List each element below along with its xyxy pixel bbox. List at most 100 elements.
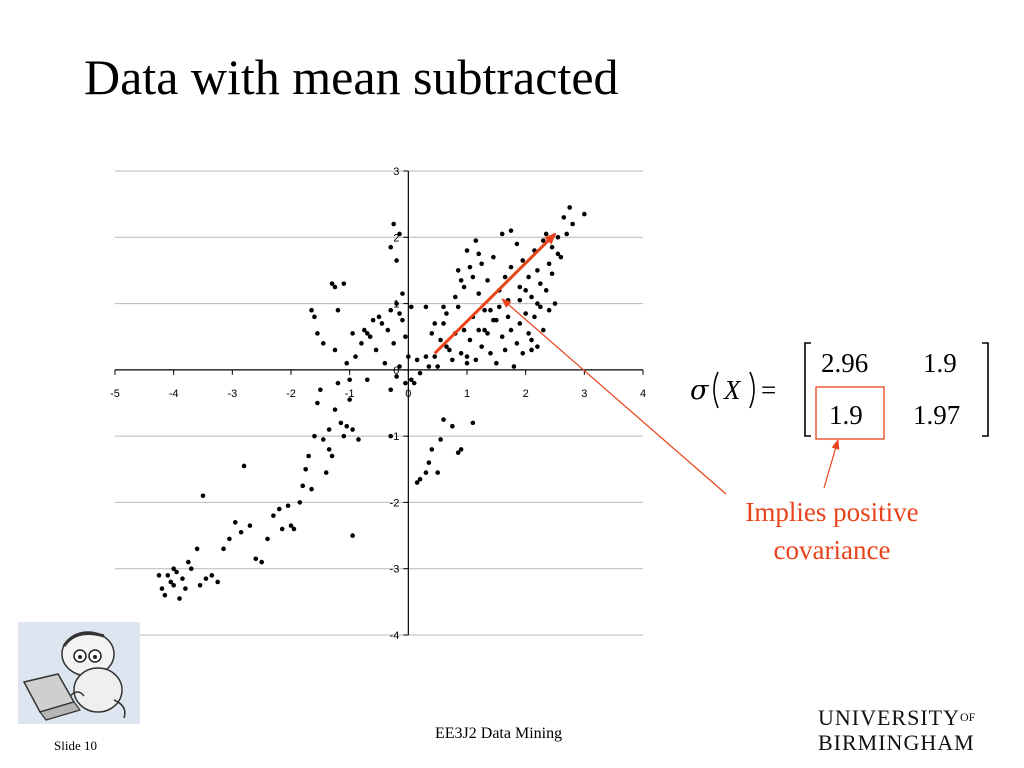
data-point [329,453,335,459]
data-point [288,523,294,528]
x-tick-label: 3 [581,388,587,400]
data-point [508,264,514,270]
data-point [367,334,373,340]
data-point [309,307,314,313]
data-point [520,258,526,263]
y-tick-label: -4 [390,630,400,642]
data-point [499,231,505,237]
data-point [414,357,420,363]
data-point [344,423,350,429]
scatter-chart: -4-3-2-10123-5-4-3-2-101234 [110,166,646,642]
data-point [441,321,446,326]
x-tick-label: -1 [345,388,355,400]
data-point [200,493,206,499]
data-point [447,347,452,353]
data-point [332,284,338,290]
data-point [391,221,396,227]
data-point [373,347,379,353]
data-point [376,314,382,320]
data-point [523,288,528,293]
data-point [356,437,361,442]
pointer-to-matrix [823,439,840,489]
data-point [435,364,440,369]
data-point [238,529,244,535]
data-point [441,417,446,422]
data-point [403,334,408,340]
data-point [215,579,220,585]
logo-of: OF [960,710,976,724]
data-point [291,526,297,532]
data-point [338,420,344,426]
data-point [452,294,458,300]
data-point [464,248,470,253]
data-point [171,582,176,588]
data-point [535,268,540,273]
data-point [561,215,567,220]
left-bracket [804,342,811,437]
data-point [502,347,508,353]
data-point [529,347,534,353]
data-point [549,271,555,277]
data-point [388,433,394,439]
data-point [526,274,531,280]
data-point [529,294,534,300]
data-point [341,281,347,286]
data-point [476,251,482,257]
data-point [505,314,511,320]
data-point [473,238,479,243]
data-point [488,307,493,313]
data-point [379,321,385,326]
annotation-text: Implies positive covariance [706,493,958,569]
slide-title: Data with mean subtracted [84,49,619,105]
course-name: EE3J2 Data Mining [435,725,563,742]
data-point [188,566,194,572]
data-point [458,447,464,452]
data-point [350,427,355,432]
data-point [406,354,411,359]
data-point [397,231,402,237]
data-point [362,327,367,333]
data-point [271,513,276,518]
data-point [364,377,370,383]
data-point [414,480,420,485]
data-point [326,427,332,432]
data-point [444,344,449,349]
data-point [232,520,238,525]
data-point [491,254,496,260]
data-point [341,433,347,439]
data-point [388,244,394,250]
data-point [265,536,270,542]
right-paren [749,371,755,409]
principal-direction-arrow [433,232,557,355]
data-point [441,304,446,310]
data-point [385,327,391,333]
data-point [156,573,162,578]
y-tick-label: -2 [390,497,400,509]
equals-sign: = [761,375,776,405]
data-point [183,586,188,591]
slide-number: Slide 10 [54,738,97,753]
data-point [318,387,323,393]
data-point [370,317,376,323]
data-point [567,205,572,210]
data-point [482,327,487,333]
data-point [520,350,526,356]
data-point [570,221,575,227]
data-point [505,297,511,303]
data-point [549,244,555,250]
data-point [426,460,432,465]
data-point [461,284,467,290]
logo-line-1: UNIVERSITY [818,705,960,730]
data-point [411,380,417,386]
data-point [300,483,306,489]
data-point [464,354,470,359]
data-point [312,433,317,439]
data-point [438,437,443,442]
data-point [276,506,282,512]
chart-gridlines [115,170,643,636]
data-point [408,377,414,383]
data-point [423,470,429,475]
data-point [335,307,341,313]
data-point [174,569,179,575]
data-point [350,533,355,538]
